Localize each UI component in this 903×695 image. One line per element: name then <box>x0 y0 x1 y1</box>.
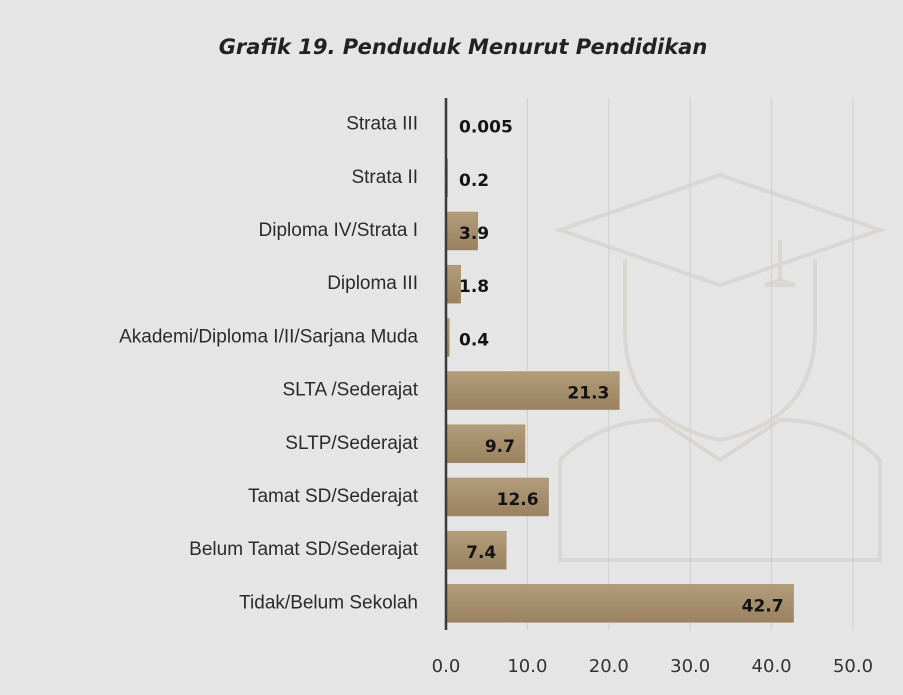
x-tick-label: 30.0 <box>670 656 710 677</box>
data-label: 7.4 <box>466 543 496 563</box>
x-tick-label: 40.0 <box>752 656 792 677</box>
data-label: 3.9 <box>459 224 489 244</box>
y-tick-label: SLTP/Sederajat <box>285 433 418 454</box>
x-tick-label: 50.0 <box>833 656 873 677</box>
chart-title: Grafik 19. Penduduk Menurut Pendidikan <box>219 35 708 59</box>
y-tick-label: SLTA /Sederajat <box>282 380 418 401</box>
y-tick-label: Akademi/Diploma I/II/Sarjana Muda <box>119 326 418 347</box>
data-label: 12.6 <box>497 490 539 510</box>
y-tick-label: Diploma IV/Strata I <box>259 220 418 241</box>
x-tick-label: 20.0 <box>589 656 629 677</box>
y-tick-label: Strata III <box>346 114 418 135</box>
y-tick-label: Diploma III <box>327 273 418 294</box>
data-label: 9.7 <box>485 437 515 457</box>
data-label: 42.7 <box>742 596 784 616</box>
y-tick-label: Belum Tamat SD/Sederajat <box>189 539 419 560</box>
x-tick-label: 0.0 <box>432 656 461 677</box>
data-label: 21.3 <box>567 384 609 404</box>
y-tick-label: Strata II <box>351 167 418 188</box>
data-label: 0.4 <box>459 330 489 350</box>
y-tick-label: Tidak/Belum Sekolah <box>239 592 418 613</box>
data-label: 0.2 <box>459 171 489 191</box>
chart: Grafik 19. Penduduk Menurut Pendidikan 0… <box>0 0 903 695</box>
data-label: 1.8 <box>459 277 489 297</box>
data-label: 0.005 <box>459 118 513 138</box>
x-tick-label: 10.0 <box>507 656 547 677</box>
y-tick-label: Tamat SD/Sederajat <box>248 486 419 507</box>
